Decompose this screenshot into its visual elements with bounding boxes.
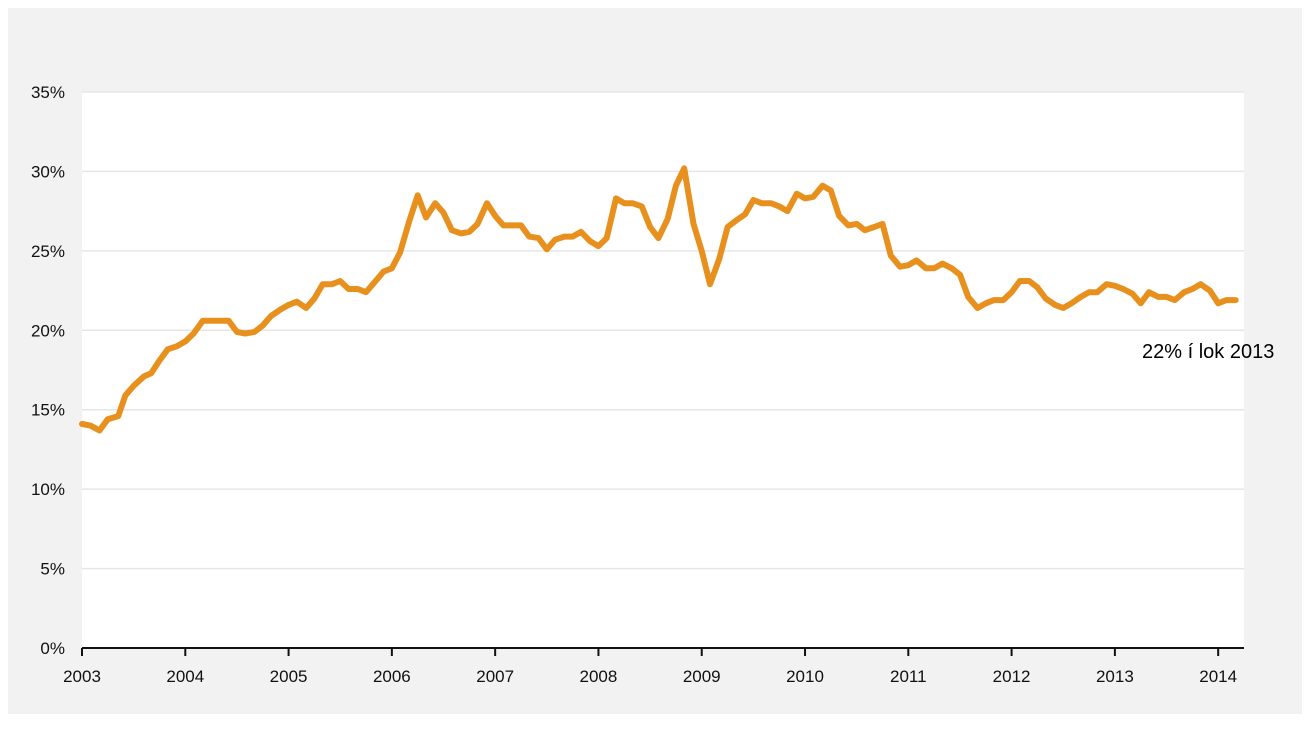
y-tick-label: 10%: [31, 480, 65, 499]
y-tick-label: 15%: [31, 401, 65, 420]
annotation-label: 22% í lok 2013: [1142, 341, 1275, 363]
x-tick-label: 2009: [683, 667, 721, 686]
x-tick-label: 2012: [993, 667, 1031, 686]
series-line: [79, 165, 1239, 434]
y-tick-label: 25%: [31, 242, 65, 261]
plot-area: [82, 92, 1244, 648]
x-tick-label: 2010: [786, 667, 824, 686]
x-tick-label: 2014: [1199, 667, 1237, 686]
x-tick-label: 2004: [166, 667, 204, 686]
y-tick-label: 35%: [31, 83, 65, 102]
x-tick-label: 2011: [890, 667, 927, 686]
x-tick-label: 2006: [373, 667, 411, 686]
y-tick-label: 5%: [40, 560, 65, 579]
x-tick-label: 2013: [1096, 667, 1134, 686]
x-tick-label: 2008: [580, 667, 618, 686]
x-tick-label: 2005: [270, 667, 308, 686]
x-tick-label: 2003: [63, 667, 101, 686]
y-tick-label: 30%: [31, 162, 65, 181]
y-tick-label: 20%: [31, 321, 65, 340]
y-tick-label: 0%: [40, 639, 65, 658]
x-tick-label: 2007: [476, 667, 514, 686]
